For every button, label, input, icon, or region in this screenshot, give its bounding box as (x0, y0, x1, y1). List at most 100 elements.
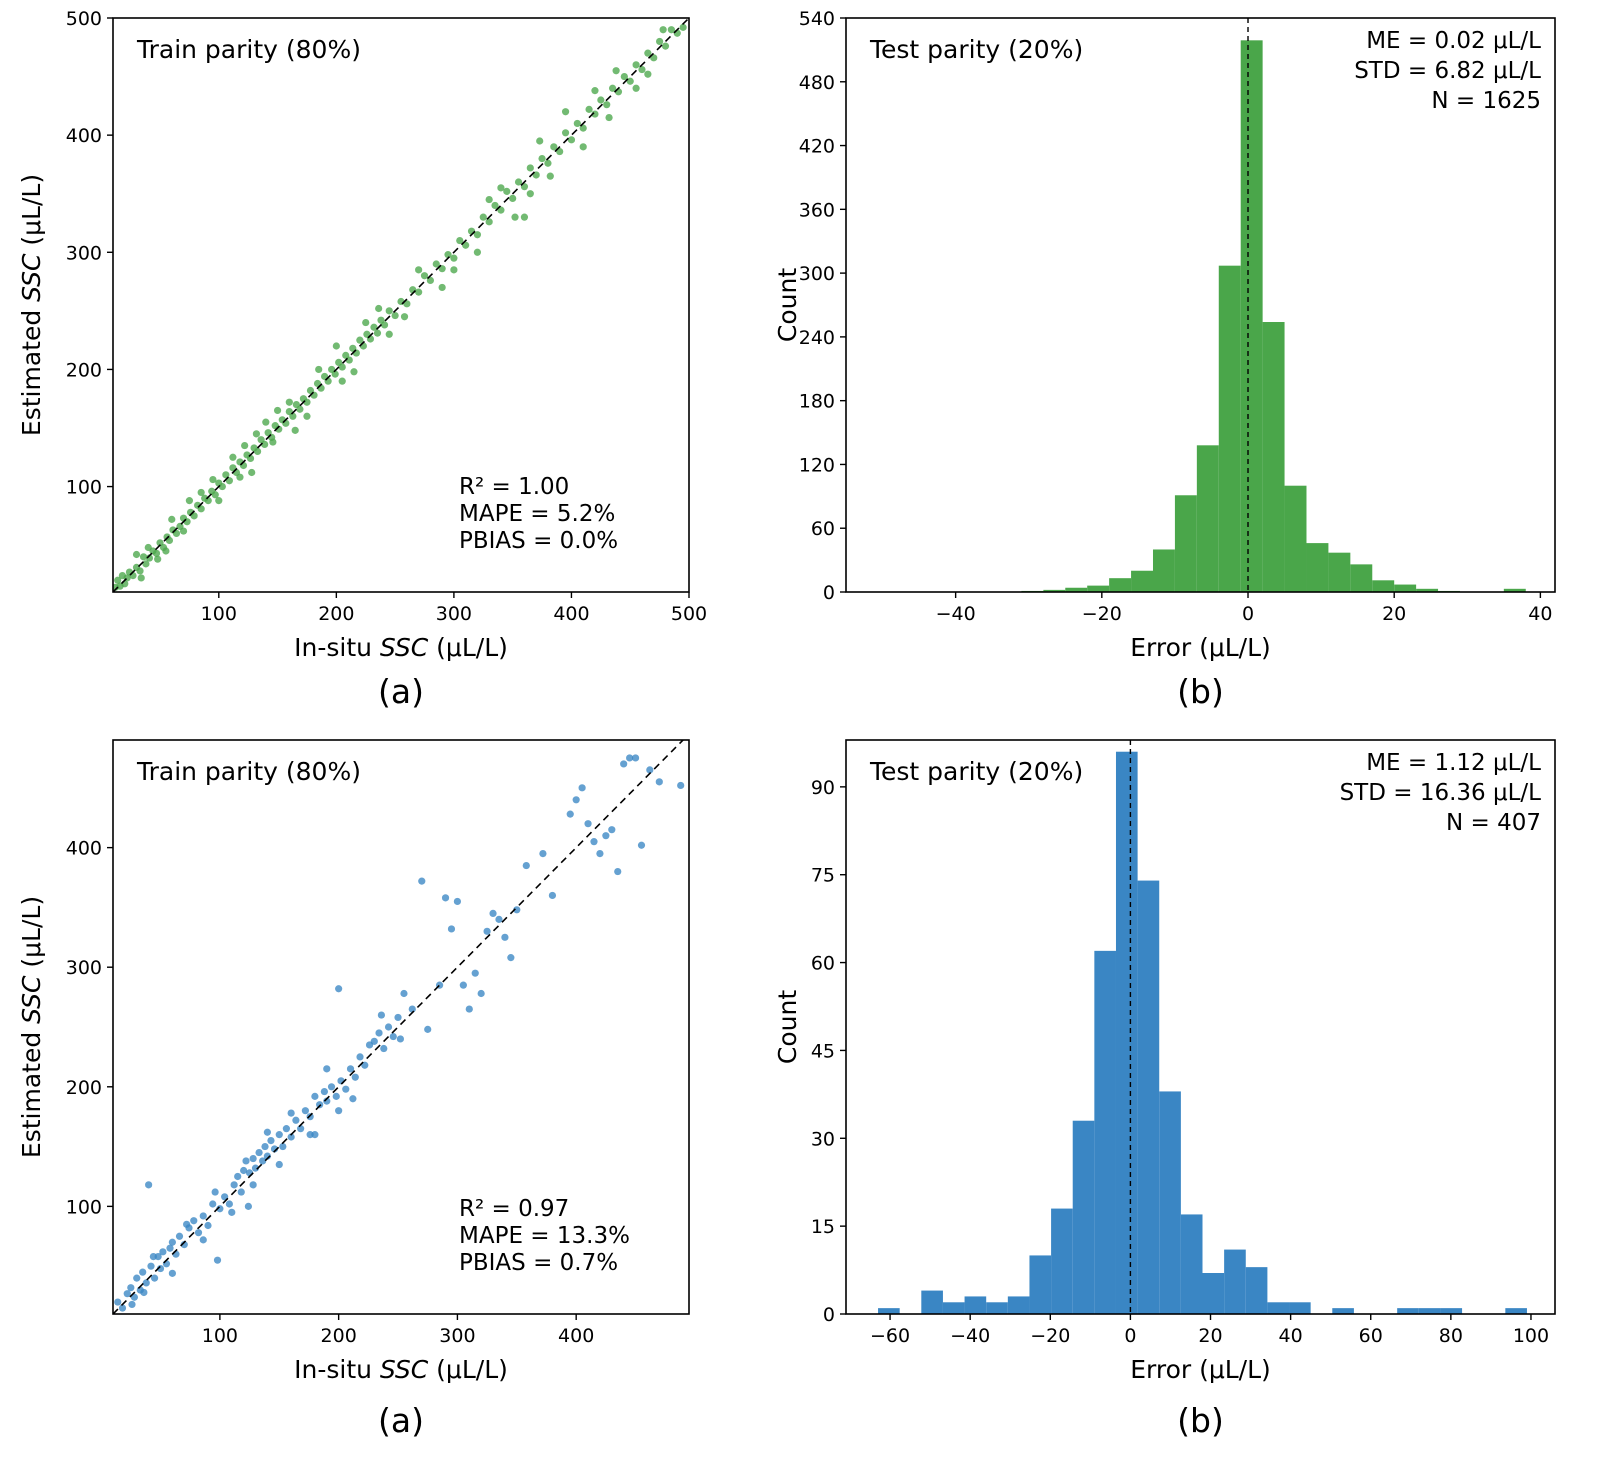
data-point (215, 497, 223, 505)
data-point (612, 67, 620, 75)
data-point (315, 365, 323, 374)
data-point (168, 1238, 176, 1246)
data-point (356, 1053, 364, 1061)
data-point (133, 1274, 141, 1282)
data-point (259, 1157, 267, 1165)
data-point (573, 119, 581, 128)
data-point (199, 1236, 207, 1244)
data-point (327, 1083, 336, 1091)
histogram-bar (1072, 1120, 1095, 1314)
y-tick-label: 75 (811, 865, 835, 887)
data-point (152, 549, 161, 557)
data-point (255, 1148, 263, 1157)
data-point (597, 96, 605, 104)
x-axis-label-part: SSC (380, 633, 429, 662)
data-point (249, 1154, 257, 1163)
data-point (311, 1131, 319, 1139)
data-point (291, 426, 299, 434)
data-point (637, 841, 646, 849)
data-point (513, 906, 521, 914)
data-point (450, 266, 458, 274)
data-point (311, 1092, 319, 1100)
x-axis-label-part: In-situ (294, 1355, 380, 1384)
x-tick-label: 400 (558, 1325, 594, 1347)
histogram-bar (942, 1302, 965, 1314)
data-point (159, 1248, 167, 1256)
data-point (194, 1229, 203, 1237)
histogram-bar (1372, 580, 1395, 592)
data-point (438, 283, 446, 292)
data-point (323, 1065, 331, 1073)
data-point (450, 254, 458, 262)
data-point (679, 23, 687, 31)
stats-line: STD = 16.36 μL/L (1340, 780, 1542, 806)
data-point (253, 447, 262, 456)
inset-title: Test parity (20%) (869, 35, 1083, 64)
histogram-bar (1029, 1255, 1052, 1314)
data-point (211, 1188, 219, 1196)
histogram-bar (1043, 589, 1066, 592)
data-point (591, 110, 599, 118)
identity-reference-line (113, 18, 689, 592)
data-point (275, 1131, 283, 1139)
data-point (216, 1205, 224, 1213)
data-point (142, 1279, 150, 1287)
data-point (335, 1107, 343, 1115)
x-tick-label: 100 (201, 603, 237, 625)
data-point (262, 418, 270, 426)
data-point (204, 1221, 212, 1230)
data-point (631, 754, 640, 762)
data-point (137, 574, 145, 582)
data-point (241, 441, 249, 450)
data-point (471, 969, 479, 977)
y-tick-label: 300 (66, 957, 102, 979)
data-point (485, 218, 493, 226)
data-point (249, 1181, 257, 1189)
panel-label: (a) (378, 672, 424, 711)
data-point (644, 49, 652, 57)
data-point (377, 1011, 386, 1019)
data-point (380, 1044, 388, 1053)
data-point (248, 468, 256, 477)
data-point (489, 909, 497, 917)
data-point (114, 1298, 122, 1306)
data-point (139, 1268, 147, 1276)
data-point (424, 1025, 432, 1033)
histogram-bar (1007, 1296, 1030, 1314)
data-point (292, 1116, 300, 1124)
data-point (602, 832, 610, 840)
data-point (132, 550, 141, 559)
y-axis-label-part: (μL/L) (17, 174, 46, 254)
data-point (179, 527, 188, 535)
y-tick-label: 300 (66, 242, 102, 264)
data-point (561, 129, 570, 137)
data-point (350, 368, 358, 376)
x-tick-label: −20 (1030, 1325, 1070, 1347)
data-point (211, 491, 219, 499)
data-point (204, 497, 212, 505)
data-point (408, 1005, 416, 1013)
data-point (385, 330, 393, 338)
data-point (655, 778, 663, 786)
data-point (473, 248, 482, 256)
data-point (614, 867, 622, 876)
data-point (389, 1032, 397, 1041)
data-point (349, 1095, 357, 1103)
data-point (375, 304, 383, 313)
y-axis-label-part: (μL/L) (17, 896, 46, 976)
x-tick-label: 200 (321, 1325, 357, 1347)
data-point (144, 543, 152, 552)
stats-line: N = 1625 (1431, 88, 1541, 114)
histogram-bar (1115, 751, 1138, 1314)
data-point (145, 554, 154, 562)
data-point (345, 356, 353, 364)
data-point (273, 406, 282, 415)
data-point (168, 515, 176, 523)
data-point (209, 475, 217, 484)
data-point (145, 1181, 153, 1189)
data-point (289, 412, 297, 420)
histogram-bar (1505, 1308, 1527, 1314)
data-point (236, 473, 244, 481)
data-point (456, 236, 464, 245)
data-point (603, 101, 611, 109)
